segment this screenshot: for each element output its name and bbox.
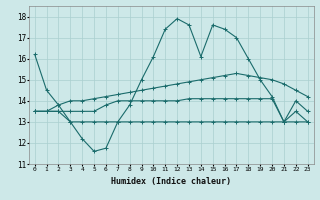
X-axis label: Humidex (Indice chaleur): Humidex (Indice chaleur) [111,177,231,186]
